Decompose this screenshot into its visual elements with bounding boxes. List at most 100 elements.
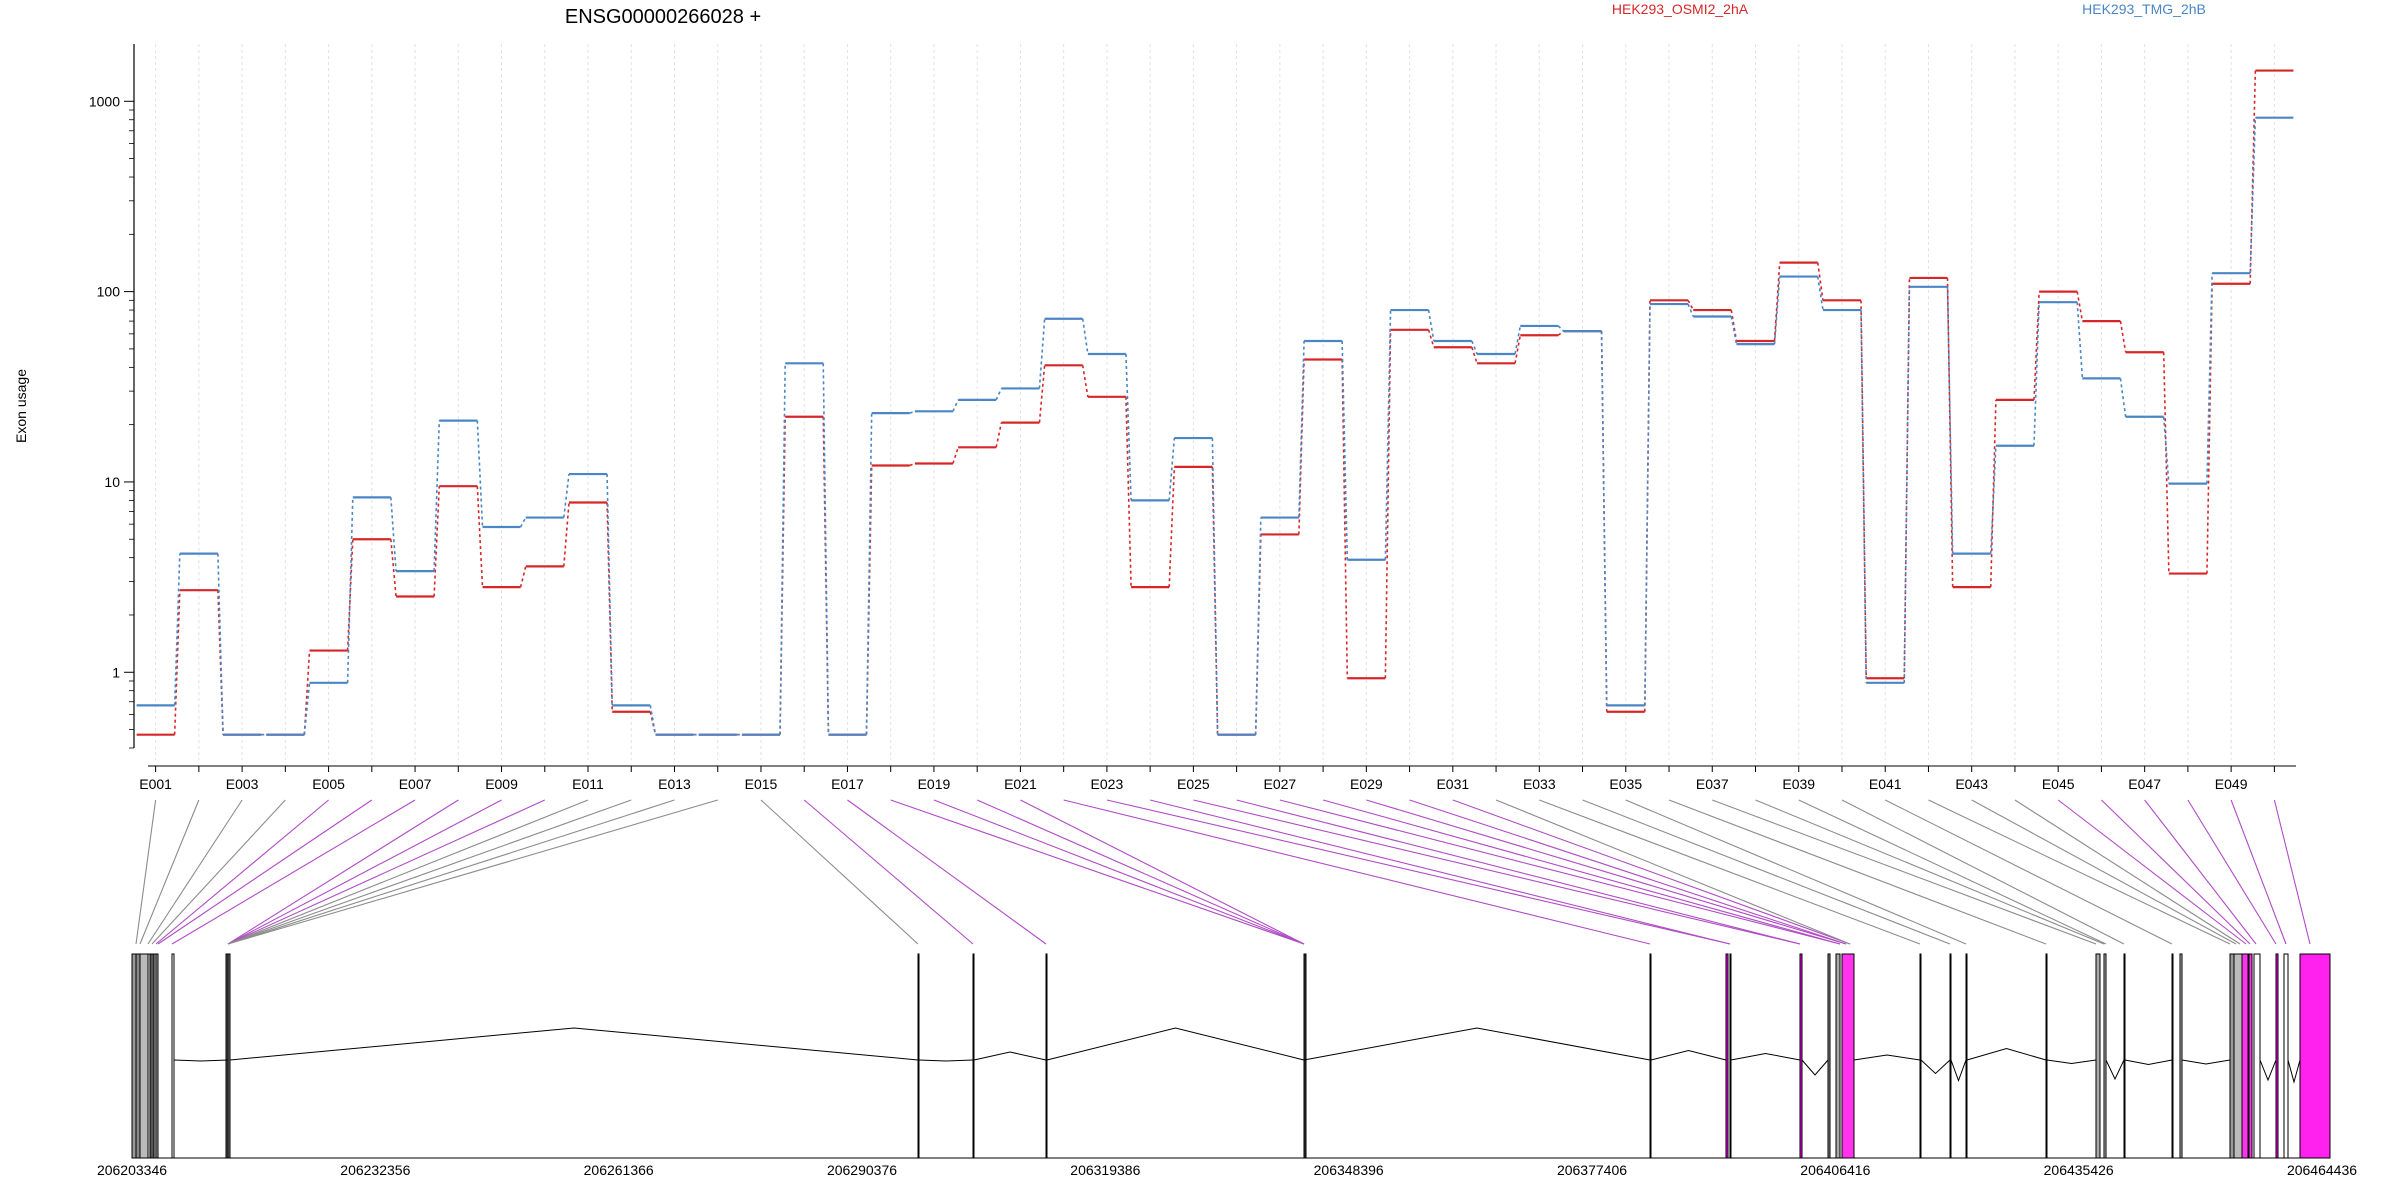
series-connector — [519, 566, 527, 588]
exon-box — [2253, 953, 2261, 1159]
series-connector — [173, 590, 181, 735]
exon-box — [2229, 953, 2235, 1159]
series-connector — [2119, 320, 2127, 353]
exon-box — [972, 953, 975, 1159]
exon-box — [155, 953, 159, 1159]
exon-connector — [227, 799, 546, 945]
exon-connector — [976, 799, 1305, 945]
x-tick-label: E049 — [2215, 776, 2248, 792]
exon-connector — [227, 799, 675, 945]
intron-line — [229, 1027, 919, 1061]
series-connector — [1471, 340, 1478, 355]
series-connector — [2249, 117, 2257, 274]
exon-box — [2299, 953, 2331, 1159]
axes: 1 10 100 1000 — [89, 44, 2296, 772]
exon-connector — [1928, 799, 2231, 945]
gene-axis-tick-label: 206319386 — [1070, 1162, 1140, 1178]
exon-connector — [1668, 799, 2047, 945]
exon-connector — [1193, 799, 1801, 945]
exon-connector — [1322, 799, 1841, 945]
series-lines — [136, 69, 2294, 736]
exon-connector — [890, 799, 1305, 945]
exon-connector — [227, 799, 632, 945]
gene-axis-tick-label: 206464436 — [2287, 1162, 2357, 1178]
x-tick-label: E017 — [831, 776, 864, 792]
exon-connector — [157, 799, 373, 945]
exon-box — [131, 953, 137, 1159]
exon-connector — [2014, 799, 2241, 945]
x-tick-label: E025 — [1177, 776, 1210, 792]
exon-connectors — [135, 799, 2311, 945]
gene-axis-tick-label: 206203346 — [97, 1162, 167, 1178]
exon-box — [1799, 953, 1803, 1159]
genomic-coordinate-axis: 206203346 206232356 206261366 206290376 2063… — [97, 1157, 2357, 1178]
x-tick-label: E041 — [1869, 776, 1902, 792]
grid-lines — [155, 44, 2275, 760]
exon-box — [1725, 953, 1729, 1159]
series-connector — [519, 517, 527, 528]
exon-connector — [1452, 799, 1851, 945]
series-connector — [1125, 353, 1132, 501]
exon-connector — [2057, 799, 2247, 945]
series-connector — [952, 399, 959, 412]
chart-title: ENSG00000266028 + — [565, 6, 761, 28]
series-connector — [1514, 335, 1522, 364]
exon-box — [1729, 953, 1732, 1159]
series-connector — [563, 502, 570, 567]
y-tick-label: 1 — [112, 664, 120, 680]
gene-axis-tick-label: 206261366 — [584, 1162, 654, 1178]
exon-connector — [847, 799, 1047, 945]
legend-entry-osmi: HEK293_OSMI2_2hA — [1612, 1, 1749, 17]
series-connector — [1600, 331, 1608, 706]
x-tick-label: E047 — [2128, 776, 2161, 792]
x-tick-label: E003 — [226, 776, 259, 792]
y-tick-label: 1000 — [89, 93, 120, 109]
series-connector — [1427, 329, 1435, 348]
series-connector — [1168, 438, 1176, 501]
intron-line — [1303, 1027, 1651, 1061]
exon-connector — [1712, 799, 2097, 945]
x-tick-label: E015 — [745, 776, 778, 792]
exon-connector — [2187, 799, 2277, 945]
series-connector — [2162, 352, 2170, 574]
y-tick-label: 100 — [97, 284, 121, 300]
y-tick-label: 10 — [104, 474, 120, 490]
series-connector — [1341, 359, 1349, 679]
exon-connector — [1582, 799, 1951, 945]
exon-box — [2045, 953, 2048, 1159]
exon-box — [149, 953, 155, 1159]
x-tick-label: E019 — [918, 776, 951, 792]
exon-connector — [139, 799, 200, 945]
x-tick-label: E037 — [1696, 776, 1729, 792]
x-tick-label: E007 — [399, 776, 432, 792]
series-connector — [2033, 291, 2040, 400]
series-connector — [2119, 378, 2127, 417]
series-connector — [1860, 300, 1867, 679]
exon-box — [139, 953, 149, 1159]
series-connector — [1168, 466, 1176, 588]
exon-box — [2241, 953, 2249, 1159]
exon-connector — [760, 799, 919, 945]
exon-connector — [1366, 799, 1847, 945]
series-connector — [1773, 276, 1781, 345]
exon-box — [227, 953, 231, 1159]
series-connector — [995, 422, 1003, 448]
series-connector — [1254, 517, 1262, 735]
exon-box — [1841, 953, 1855, 1159]
series-connector — [433, 486, 441, 597]
series-connector — [1557, 325, 1565, 332]
x-tick-label: E043 — [1955, 776, 1988, 792]
series-connector — [1384, 310, 1392, 560]
intron-line — [2105, 1059, 2125, 1081]
x-tick-label: E027 — [1264, 776, 1297, 792]
intron-line — [918, 1059, 974, 1062]
exon-connector — [1063, 799, 1651, 945]
series-connector — [1211, 438, 1219, 735]
series-connector — [1427, 309, 1435, 342]
exon-box — [2275, 953, 2279, 1159]
intron-line — [2259, 1059, 2277, 1082]
x-tick-label: E009 — [485, 776, 518, 792]
exon-connector — [1539, 799, 1921, 945]
exon-connector — [1150, 799, 1731, 945]
exon-connector — [1106, 799, 1731, 945]
